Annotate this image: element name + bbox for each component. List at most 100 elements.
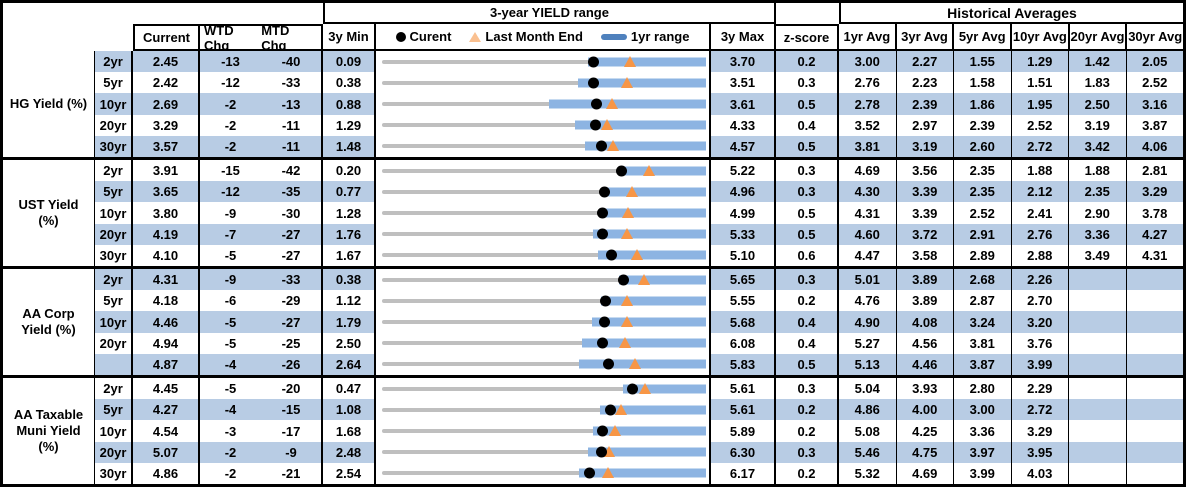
5yr-avg-value: 3.99 [954,462,1012,485]
wtd-chg-value: -13 [200,51,261,73]
wtd-chg-value: -2 [200,135,261,158]
3y-max-value: 6.17 [711,462,776,485]
tenor-label: 5yr [95,72,133,94]
3y-max-value: 5.22 [711,160,776,182]
3y-min-value: 0.47 [323,378,376,400]
group-label: AA Corp Yield (%) [3,269,95,375]
20yr-avg-value: 1.83 [1069,72,1127,94]
5yr-avg-value: 1.58 [954,72,1012,94]
mtd-chg-value: -26 [261,353,323,376]
mtd-chg-value: -33 [261,269,323,291]
tenor-label: 20yr [95,114,133,136]
z-score-value: 0.3 [776,160,839,182]
current-value: 4.27 [133,399,200,421]
3y-min-value: 0.77 [323,181,376,203]
3y-max-value: 5.10 [711,244,776,267]
column-header-10yr-avg: 10yr Avg [1012,24,1070,51]
1yr-range-bar [585,141,706,151]
current-dot [600,295,612,307]
current-dot [615,165,627,177]
20yr-avg-value: 2.50 [1069,93,1127,115]
header-row-columns: Current WTD Chg MTD Chg 3y Min Curent La… [3,23,1184,53]
mtd-chg-value: -30 [261,202,323,224]
3y-min-value: 2.64 [323,353,376,376]
30yr-avg-value: 3.87 [1142,117,1168,133]
last-month-end-triangle [606,98,619,110]
table-row: 2yr 2.45 -13 -40 0.09 3.70 0.2 3.00 2.27… [95,51,1183,73]
wtd-chg-value: -12 [221,75,240,91]
3yr-avg-value: 4.75 [896,441,954,463]
1yr-range-bar [617,166,706,176]
20yr-avg-value [1069,353,1127,376]
3y-range-track [382,232,706,237]
5yr-avg-value: 2.39 [954,114,1012,136]
1yr-avg-value: 2.78 [839,93,897,115]
last-month-end-triangle [603,446,616,458]
yield-range-chart [376,462,711,485]
1yr-range-bar [603,187,706,197]
current-dot-icon [395,31,406,42]
1yr-range-bar [588,57,706,67]
mtd-chg-value: -25 [261,332,323,354]
last-month-end-triangle [628,358,641,370]
z-score-value: 0.3 [776,378,839,400]
mtd-chg-value: -17 [261,420,323,442]
tenor-label: 2yr [95,51,133,73]
table-row: 5yr 3.65 -12 -35 0.77 4.96 0.3 4.30 3.39… [95,181,1183,203]
current-value: 3.29 [133,114,200,136]
10yr-avg-value: 1.88 [1012,160,1069,182]
1yr-avg-value: 4.30 [839,181,897,203]
5yr-avg-value: 2.80 [954,378,1012,400]
1yr-range-bar [600,405,706,415]
current-dot [583,467,595,479]
wtd-chg-value: -2 [200,93,261,115]
3yr-avg-value: 3.58 [897,244,954,267]
wtd-chg-value: -4 [200,353,261,376]
1yr-range-bar [579,359,706,369]
20yr-avg-value: 2.35 [1069,181,1127,203]
table-row: 2yr 3.91 -15 -42 0.20 5.22 0.3 4.69 3.56… [95,160,1183,182]
3y-max-value: 5.55 [711,290,776,312]
yield-section: HG Yield (%) 2yr 2.45 -13 -40 0.09 3.70 … [3,51,1183,158]
10yr-avg-value: 2.72 [1011,135,1069,158]
1yr-avg-value: 5.04 [839,378,897,400]
wtd-chg-value: -2 [224,465,237,481]
last-month-end-triangle [609,425,622,437]
1yr-avg-value: 3.81 [839,135,897,158]
5yr-avg-value: 2.91 [954,223,1012,245]
mtd-chg-value: -20 [261,378,323,400]
3y-max-value: 6.30 [711,441,776,463]
3y-range-track [382,298,706,303]
tenor-label [95,353,133,376]
1yr-avg-value: 4.69 [839,160,897,182]
3yr-avg-value: 3.39 [896,181,954,203]
3y-min-value: 0.09 [323,51,376,73]
5yr-avg-value: 1.86 [954,93,1012,115]
mtd-chg-value: -9 [261,441,323,463]
10yr-avg-value: 2.72 [1011,399,1069,421]
20yr-avg-value: 3.42 [1069,135,1127,158]
10yr-avg-value: 2.70 [1012,290,1069,312]
5yr-avg-value: 3.97 [954,441,1012,463]
current-value: 3.80 [133,202,200,224]
3y-max-value: 3.70 [711,51,776,73]
5yr-avg-value: 2.60 [954,135,1012,158]
mtd-chg-value: -42 [261,160,323,182]
column-header-3yr-avg: 3yr Avg [896,24,955,51]
3y-range-track [382,123,706,128]
yield-range-chart [376,420,711,442]
wtd-chg-value: -9 [224,205,237,221]
table-row: 20yr 4.19 -7 -27 1.76 5.33 0.5 4.60 3.72… [95,223,1183,245]
1yr-avg-value: 3.52 [839,114,897,136]
20yr-avg-value [1069,332,1127,354]
table-row: 20yr 5.07 -2 -9 2.48 6.30 0.3 5.46 4.75 … [95,441,1183,463]
30yr-avg-value [1126,353,1183,376]
mtd-chg-value: -27 [261,311,323,333]
5yr-avg-value: 3.87 [954,353,1012,376]
3y-min-value: 0.20 [323,160,376,182]
z-score-value: 0.2 [776,290,839,312]
yield-section: AA Corp Yield (%) 2yr 4.31 -9 -33 0.38 5… [3,266,1183,376]
yield-range-header: 3-year YIELD range [323,3,776,24]
current-value: 4.19 [133,223,200,245]
